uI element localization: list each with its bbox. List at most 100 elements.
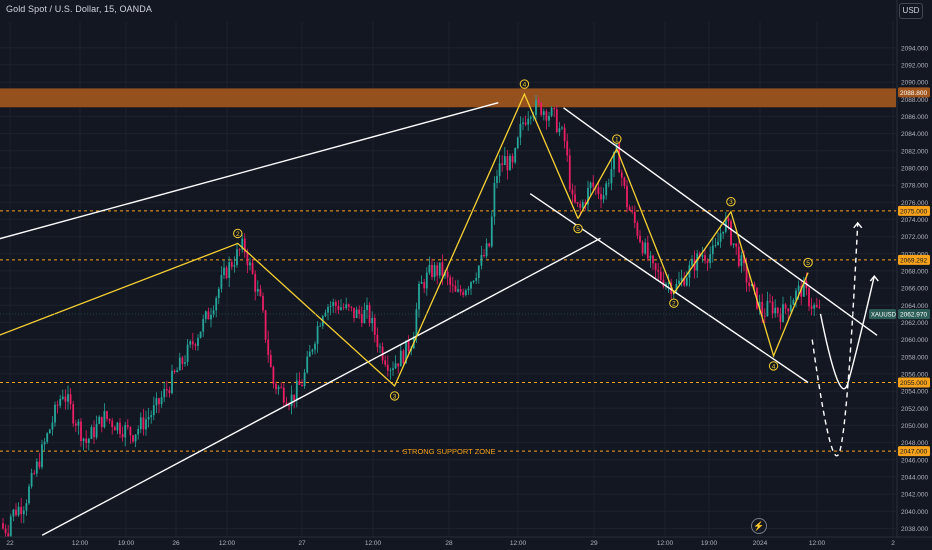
candle-body bbox=[527, 118, 530, 125]
candle bbox=[446, 266, 449, 286]
candle-body bbox=[620, 172, 623, 178]
candle bbox=[20, 497, 23, 524]
candle bbox=[54, 401, 56, 427]
candle bbox=[613, 151, 615, 178]
candle-body bbox=[376, 334, 379, 348]
candle-body bbox=[150, 415, 153, 418]
candle bbox=[795, 287, 797, 308]
candle bbox=[550, 105, 553, 118]
candle bbox=[506, 150, 509, 180]
candle bbox=[4, 524, 7, 539]
candle-body bbox=[774, 307, 777, 314]
candle-body bbox=[415, 309, 418, 337]
candle-body bbox=[241, 238, 244, 250]
candle-body bbox=[316, 326, 319, 344]
candle-body bbox=[212, 310, 215, 315]
candle-body bbox=[644, 242, 647, 254]
candle bbox=[163, 381, 166, 403]
candle-body bbox=[719, 233, 722, 242]
resistance-price-tag-bg bbox=[898, 87, 930, 98]
candle bbox=[691, 255, 693, 266]
candle-body bbox=[285, 402, 288, 406]
time-tick-label: 22 bbox=[6, 540, 14, 547]
elliott-wave-line bbox=[577, 147, 809, 358]
price-tick-label: 2072.000 bbox=[901, 234, 928, 241]
candle bbox=[636, 220, 639, 240]
candle-body bbox=[730, 221, 732, 245]
candle bbox=[267, 330, 270, 363]
candle-body bbox=[462, 292, 465, 296]
candle bbox=[386, 355, 389, 377]
candle bbox=[184, 355, 186, 367]
candle-body bbox=[652, 255, 654, 264]
candle-body bbox=[558, 128, 561, 133]
candle bbox=[399, 344, 402, 367]
wave-label-circle bbox=[233, 228, 243, 239]
candle-body bbox=[186, 344, 189, 363]
time-tick-label: 2 bbox=[891, 540, 895, 547]
candle-body bbox=[48, 429, 51, 434]
candle bbox=[353, 307, 355, 323]
candle bbox=[155, 392, 158, 414]
candle bbox=[61, 389, 64, 401]
candle bbox=[46, 432, 49, 445]
candle-body bbox=[134, 434, 137, 442]
candle bbox=[659, 266, 662, 282]
candle-body bbox=[256, 289, 259, 292]
candle bbox=[303, 368, 306, 389]
currency-button[interactable]: USD bbox=[899, 3, 923, 19]
candle-body bbox=[522, 122, 524, 124]
candle bbox=[717, 232, 719, 246]
time-tick-label: 2024 bbox=[753, 540, 768, 547]
wave-label-text: 3 bbox=[393, 393, 397, 400]
candle-body bbox=[243, 238, 246, 253]
candle bbox=[657, 263, 660, 281]
last-price-tag: 2062.970 bbox=[898, 309, 930, 320]
symbol-title: Gold Spot / U.S. Dollar, 15, OANDA bbox=[6, 4, 152, 14]
price-tick-label: 2082.000 bbox=[901, 148, 928, 155]
candle-body bbox=[178, 357, 181, 371]
candle-body bbox=[329, 306, 332, 307]
candle-body bbox=[225, 267, 228, 278]
candle-body bbox=[191, 341, 194, 345]
candle-body bbox=[659, 271, 662, 280]
candle bbox=[535, 95, 537, 120]
candle-body bbox=[394, 363, 397, 369]
candle bbox=[152, 396, 155, 421]
wave-label: 4 bbox=[768, 361, 779, 371]
candle bbox=[732, 243, 735, 249]
time-tick-label: 12:00 bbox=[219, 540, 236, 547]
candle-body bbox=[433, 265, 436, 278]
candle-body bbox=[262, 295, 264, 311]
candle bbox=[563, 123, 566, 149]
candle bbox=[345, 297, 348, 311]
wave-label-circle bbox=[669, 298, 679, 308]
candle-body bbox=[145, 419, 147, 430]
time-tick-label: 12:00 bbox=[365, 540, 382, 547]
candle-body bbox=[802, 281, 805, 297]
candle-body bbox=[33, 472, 36, 474]
candle-body bbox=[449, 277, 452, 285]
candle bbox=[607, 178, 610, 188]
candle-body bbox=[675, 283, 678, 292]
time-tick-label: 19:00 bbox=[118, 540, 135, 547]
candle bbox=[420, 275, 423, 284]
candle-body bbox=[667, 282, 670, 284]
level-price-tag-text: 2069.292 bbox=[900, 257, 927, 264]
candle-body bbox=[108, 419, 111, 421]
bolt-icon[interactable]: ⚡ bbox=[751, 518, 767, 534]
candle bbox=[126, 419, 129, 430]
candle bbox=[602, 187, 605, 204]
candle bbox=[264, 309, 267, 344]
candle-body bbox=[568, 155, 571, 190]
candle bbox=[641, 240, 644, 256]
candle bbox=[93, 420, 95, 444]
candle-body bbox=[490, 216, 493, 247]
candle-body bbox=[467, 288, 470, 291]
candle bbox=[748, 273, 751, 292]
candle bbox=[490, 210, 493, 249]
candle-body bbox=[704, 255, 706, 261]
candle-body bbox=[683, 277, 686, 286]
